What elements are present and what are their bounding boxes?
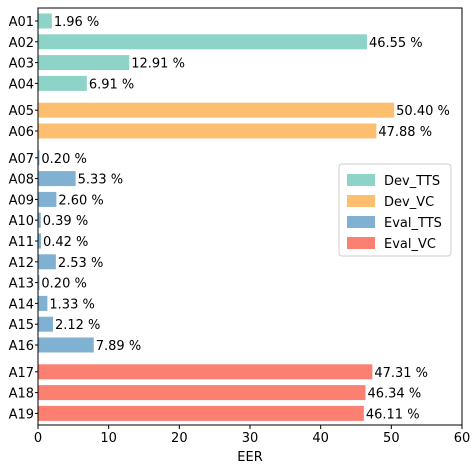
category-label-a09: A09 [9,193,34,208]
bar-a02 [38,34,367,50]
category-label-a04: A04 [9,77,34,92]
category-label-a13: A13 [9,277,34,292]
category-label-a12: A12 [9,256,34,271]
category-label-a14: A14 [9,297,34,312]
category-label-a08: A08 [9,173,34,188]
legend: Dev_TTS Dev_VC Eval_TTS Eval_VC [338,163,452,257]
category-label-a17: A17 [9,366,34,381]
x-tick-label: 30 [242,431,259,446]
bar-a12 [38,254,56,270]
value-label-a08: 5.33 % [78,173,123,188]
value-label-a18: 46.34 % [367,387,421,402]
category-label-a10: A10 [9,214,34,229]
value-label-a09: 2.60 % [58,193,103,208]
x-tick-label: 0 [34,431,42,446]
legend-box [338,163,452,257]
bar-a11 [38,233,41,249]
value-label-a03: 12.91 % [131,57,185,72]
value-label-a17: 47.31 % [374,366,428,381]
value-label-a16: 7.89 % [96,339,141,354]
bar-a17 [38,364,373,380]
value-label-a02: 46.55 % [369,36,423,51]
category-label-a05: A05 [9,104,34,119]
bars-group: 1.96 % 46.55 % 12.91 % 6.91 % 50.40 % 47.88 %… [38,13,450,422]
x-axis-title: EER [237,450,262,464]
value-label-a10: 0.39 % [43,214,88,229]
value-label-a07: 0.20 % [41,152,86,167]
value-label-a11: 0.42 % [43,235,88,250]
legend-label-eval-vc: Eval_VC [384,237,436,252]
bar-a10 [38,212,41,228]
x-tick-label: 60 [454,431,471,446]
bar-a05 [38,102,395,118]
legend-swatch-eval-tts [347,216,375,228]
value-label-a12: 2.53 % [58,256,103,271]
value-label-a06: 47.88 % [378,125,432,140]
bar-a14 [38,295,48,311]
category-label-a15: A15 [9,318,34,333]
x-tick-label: 50 [383,431,400,446]
x-tick-label: 40 [312,431,329,446]
bar-a04 [38,75,87,91]
x-tick-label: 20 [171,431,188,446]
bar-a01 [38,13,52,29]
value-label-a19: 46.11 % [366,407,420,422]
category-label-a07: A07 [9,152,34,167]
bar-a09 [38,191,57,207]
category-label-a19: A19 [9,407,34,422]
bar-a08 [38,171,76,187]
bar-a15 [38,316,53,332]
bar-a13 [38,275,40,291]
bar-a06 [38,123,377,139]
value-label-a15: 2.12 % [55,318,100,333]
axes-group: A01 A02 A03 A04 A05 A06 A07 A08 A09 A10 A11 A12 A13 A… [9,7,471,464]
category-label-a03: A03 [9,57,34,72]
x-tick-label: 10 [100,431,117,446]
legend-swatch-dev-tts [347,174,375,186]
legend-swatch-eval-vc [347,237,375,249]
category-label-a18: A18 [9,387,34,402]
value-label-a04: 6.91 % [89,77,134,92]
bar-a19 [38,405,364,421]
value-label-a05: 50.40 % [396,104,450,119]
category-label-a02: A02 [9,36,34,51]
legend-label-eval-tts: Eval_TTS [384,216,442,231]
category-label-a11: A11 [9,235,34,250]
value-label-a01: 1.96 % [54,15,99,30]
legend-label-dev-tts: Dev_TTS [384,174,440,189]
bar-a16 [38,337,94,353]
bar-a03 [38,55,130,71]
value-label-a13: 0.20 % [41,277,86,292]
category-label-a01: A01 [9,15,34,30]
value-label-a14: 1.33 % [49,297,94,312]
legend-swatch-dev-vc [347,195,375,207]
bar-a18 [38,385,366,401]
category-label-a16: A16 [9,339,34,354]
category-label-a06: A06 [9,125,34,140]
bar-a07 [38,150,40,166]
legend-label-dev-vc: Dev_VC [384,195,434,210]
